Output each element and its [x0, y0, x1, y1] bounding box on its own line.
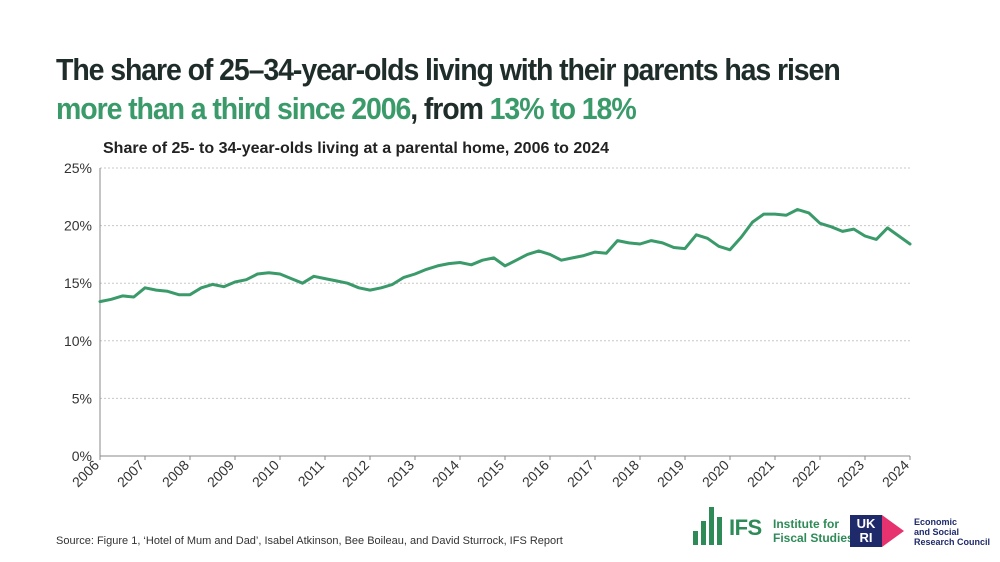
y-tick-label: 25% — [64, 160, 92, 176]
headline-highlight-1: more than a third since 2006 — [56, 91, 411, 126]
y-tick-label: 0% — [72, 448, 92, 464]
x-tick-label: 2022 — [789, 457, 822, 490]
series-line — [98, 208, 912, 304]
ifs-logo: IFS Institute for Fiscal Studies — [693, 505, 854, 547]
x-tick-label: 2011 — [295, 457, 328, 490]
x-tick-label: 2013 — [384, 457, 417, 490]
headline-part-1: The share of 25–34-year-olds living with… — [56, 52, 841, 87]
headline: The share of 25–34-year-olds living with… — [56, 50, 893, 128]
ukri-name: Economic and Social Research Council — [914, 517, 990, 547]
x-tick-label: 2010 — [249, 457, 282, 490]
x-tick-label: 2024 — [879, 457, 912, 490]
chart-title: Share of 25- to 34-year-olds living at a… — [103, 140, 609, 157]
x-tick-label: 2019 — [654, 457, 687, 490]
x-tick-label: 2023 — [834, 457, 867, 490]
ukri-mark-icon: UK RI — [850, 515, 882, 547]
x-tick-label: 2018 — [609, 457, 642, 490]
source-note: Source: Figure 1, ‘Hotel of Mum and Dad’… — [56, 535, 563, 547]
ukri-name-line-1: Economic — [914, 517, 958, 527]
x-tick-label: 2007 — [114, 457, 147, 490]
y-tick-label: 5% — [72, 390, 92, 406]
x-tick-label: 2015 — [474, 457, 507, 490]
ukri-name-line-2: and Social — [914, 527, 960, 537]
y-tick-label: 15% — [64, 275, 92, 291]
line-chart: 0%5%10%15%20%25%2006 2007 2008 2009 2010 2011… — [64, 160, 912, 490]
ifs-name-line-1: Institute for — [773, 517, 839, 531]
x-tick-label: 2009 — [204, 457, 237, 490]
x-tick-label: 2014 — [429, 457, 462, 490]
x-tick-label: 2020 — [699, 457, 732, 490]
ifs-name-line-2: Fiscal Studies — [773, 531, 854, 545]
x-tick-label: 2012 — [339, 457, 372, 490]
x-tick-label: 2021 — [744, 457, 777, 490]
y-tick-label: 10% — [64, 333, 92, 349]
ukri-triangle-icon — [882, 515, 904, 547]
headline-part-3: , from — [410, 91, 490, 126]
ifs-bars-icon — [693, 507, 722, 545]
ukri-logo: UK RI Economic and Social Research Counc… — [850, 515, 990, 549]
x-tick-label: 2008 — [159, 457, 192, 490]
headline-highlight-2: 13% to 18% — [489, 91, 637, 126]
ifs-abbr: IFS — [729, 515, 762, 540]
ukri-name-line-3: Research Council — [914, 537, 991, 547]
y-tick-label: 20% — [64, 218, 92, 234]
ifs-name: Institute for Fiscal Studies — [773, 517, 854, 545]
x-tick-label: 2016 — [519, 457, 552, 490]
x-tick-label: 2017 — [564, 457, 597, 490]
